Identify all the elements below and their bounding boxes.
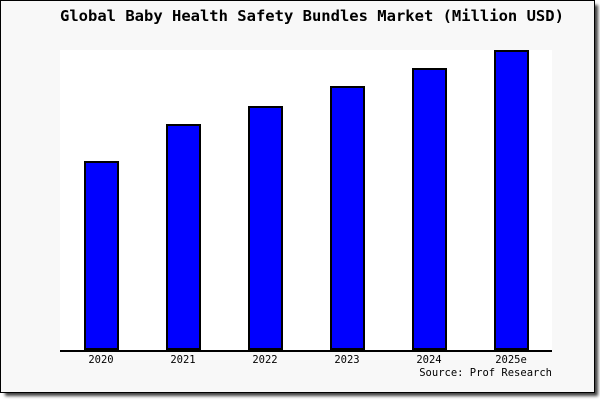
- chart-frame: Global Baby Health Safety Bundles Market…: [0, 0, 595, 393]
- x-tick-label-2020: 2020: [88, 354, 114, 366]
- bar-2023: [329, 86, 365, 350]
- bar-2024: [411, 67, 447, 350]
- chart-title: Global Baby Health Safety Bundles Market…: [60, 7, 564, 25]
- plot-area: [60, 50, 552, 352]
- bar-2022: [247, 105, 283, 350]
- source-note: Source: Prof Research: [419, 367, 552, 379]
- bar-2021: [165, 124, 201, 350]
- bar-2020: [83, 161, 119, 350]
- bar-2025e: [493, 50, 529, 350]
- x-tick-label-2021: 2021: [170, 354, 196, 366]
- x-tick-label-2024: 2024: [416, 354, 442, 366]
- x-tick-label-2025e: 2025e: [495, 354, 527, 366]
- x-tick-label-2022: 2022: [252, 354, 278, 366]
- x-tick-label-2023: 2023: [334, 354, 360, 366]
